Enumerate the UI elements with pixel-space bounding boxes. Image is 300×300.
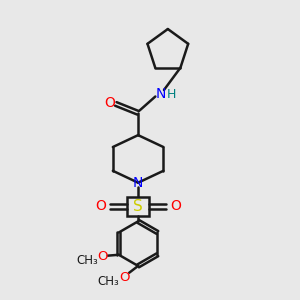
Text: N: N bbox=[155, 86, 166, 100]
Text: O: O bbox=[104, 96, 115, 110]
Bar bbox=[127, 197, 149, 216]
Text: O: O bbox=[95, 200, 106, 214]
Text: CH₃: CH₃ bbox=[76, 254, 98, 267]
Text: S: S bbox=[133, 199, 143, 214]
Text: O: O bbox=[170, 200, 181, 214]
Text: N: N bbox=[133, 176, 143, 190]
Text: H: H bbox=[167, 88, 176, 100]
Text: CH₃: CH₃ bbox=[98, 275, 120, 288]
Text: O: O bbox=[119, 271, 129, 284]
Text: O: O bbox=[97, 250, 108, 263]
